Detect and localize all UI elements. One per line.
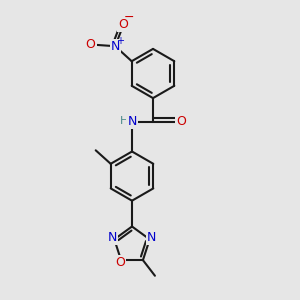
Text: O: O	[116, 256, 125, 269]
Text: H: H	[119, 116, 128, 126]
Text: O: O	[176, 115, 186, 128]
Text: N: N	[146, 231, 156, 244]
Text: O: O	[86, 38, 95, 51]
Text: N: N	[127, 115, 137, 128]
Text: O: O	[118, 18, 128, 31]
Text: +: +	[116, 36, 124, 46]
Text: −: −	[123, 11, 134, 24]
Text: N: N	[110, 40, 120, 53]
Text: N: N	[108, 231, 118, 244]
